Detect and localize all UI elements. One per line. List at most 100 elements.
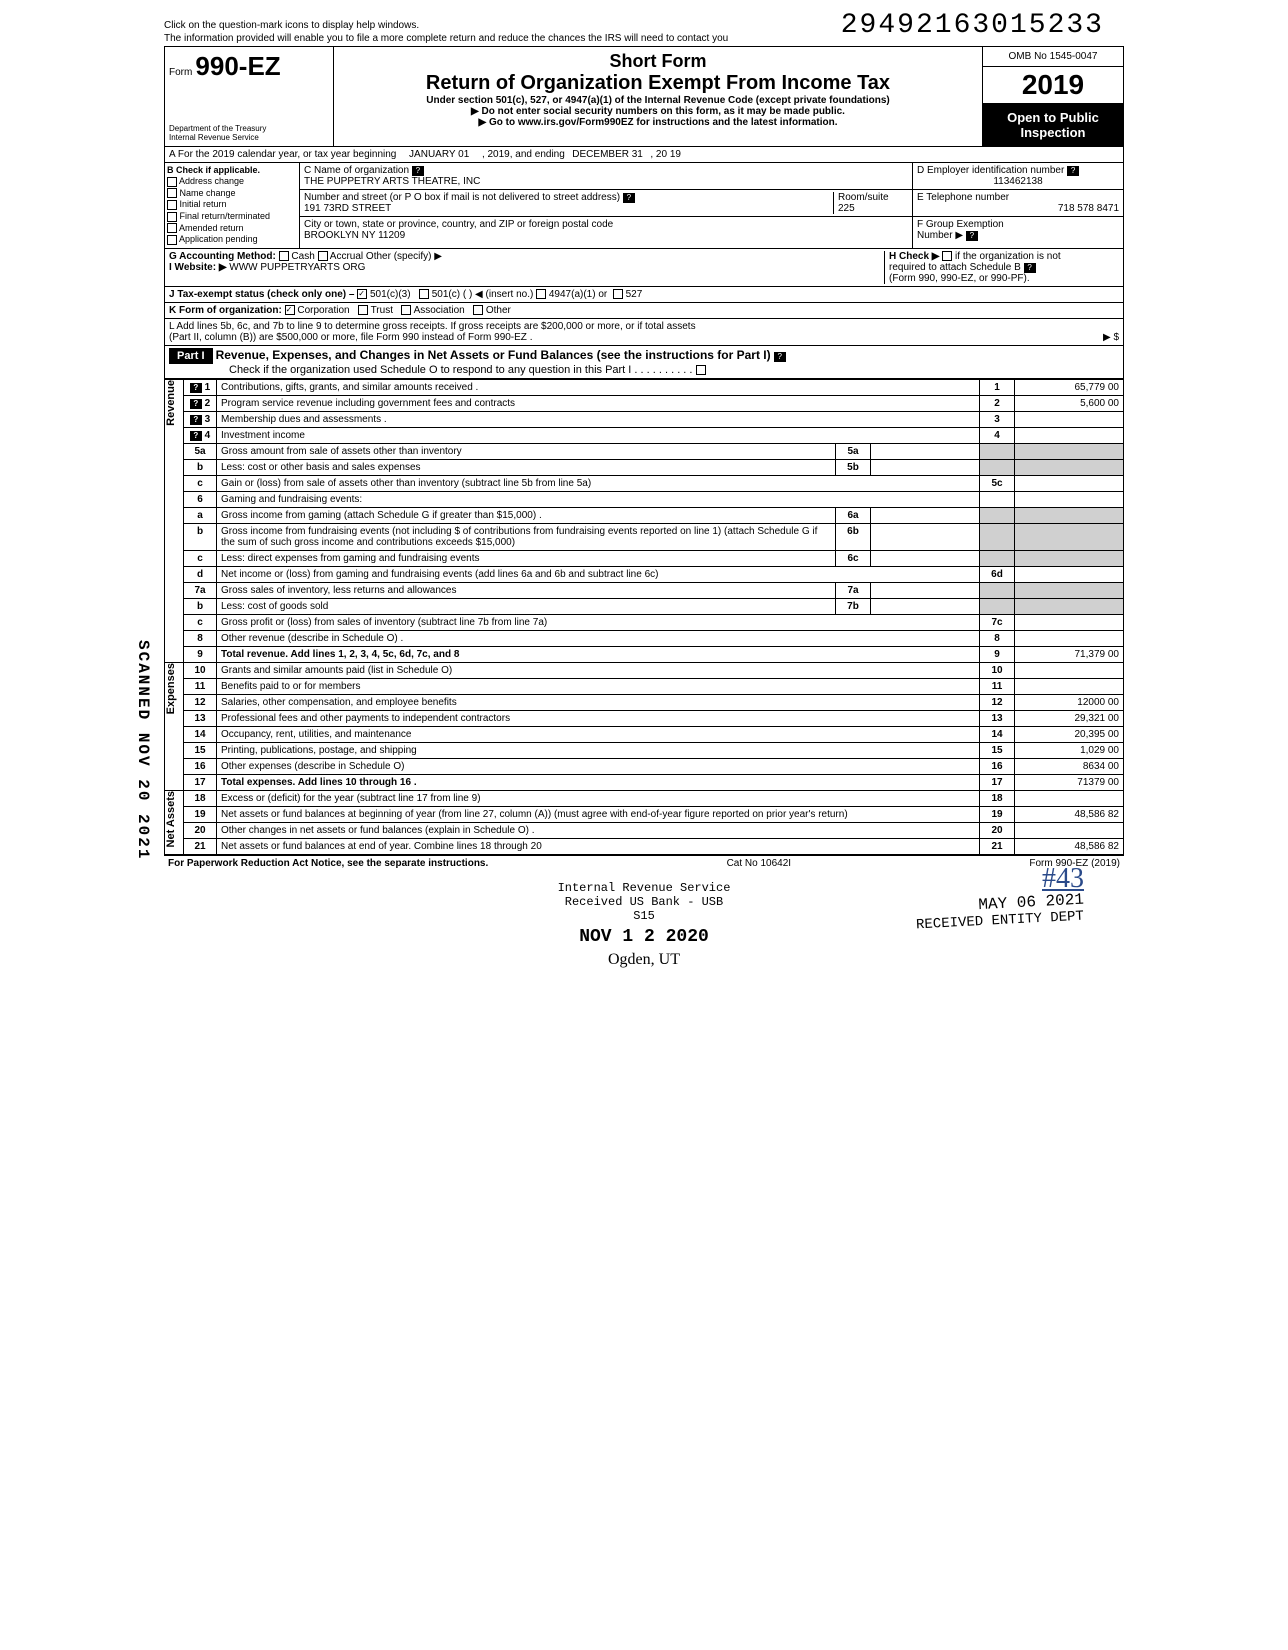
chk-accrual[interactable] (318, 251, 328, 261)
line-number: 8 (184, 630, 217, 646)
amount: 12000 00 (1015, 694, 1124, 710)
row-a-label: A For the 2019 calendar year, or tax yea… (169, 149, 396, 160)
line-description: Less: direct expenses from gaming and fu… (217, 550, 836, 566)
room-label: Room/suite (838, 192, 889, 203)
help-icon[interactable]: ? (190, 431, 202, 441)
chk-other-org[interactable] (473, 305, 483, 315)
help-icon[interactable]: ? (1067, 166, 1079, 176)
table-row: 14Occupancy, rent, utilities, and mainte… (165, 726, 1124, 742)
line-description: Gross income from fundraising events (no… (217, 523, 836, 550)
section-label: Revenue (165, 379, 184, 662)
table-row: 16Other expenses (describe in Schedule O… (165, 758, 1124, 774)
chk-amended-return[interactable] (167, 223, 177, 233)
street-value: 191 73RD STREET (304, 203, 391, 214)
lbl-insert-no: ) ◀ (insert no.) (469, 289, 533, 300)
form-id-box: Form 990-EZ Department of the Treasury I… (165, 47, 334, 146)
line-no-right: 13 (980, 710, 1015, 726)
table-row: cGain or (loss) from sale of assets othe… (165, 475, 1124, 491)
line-number: b (184, 523, 217, 550)
shaded-cell (980, 443, 1015, 459)
line-description: Salaries, other compensation, and employ… (217, 694, 980, 710)
lbl-4947a1: 4947(a)(1) or (549, 289, 607, 300)
table-row: Net Assets18Excess or (deficit) for the … (165, 790, 1124, 806)
line-j-label: J Tax-exempt status (check only one) – (169, 289, 354, 300)
line-number: 18 (184, 790, 217, 806)
amount: 71379 00 (1015, 774, 1124, 790)
shaded-cell (1015, 443, 1124, 459)
table-row: 13Professional fees and other payments t… (165, 710, 1124, 726)
chk-4947a1[interactable] (536, 289, 546, 299)
lbl-cash: Cash (291, 251, 314, 262)
help-icon[interactable]: ? (1024, 263, 1036, 273)
shaded-cell (980, 550, 1015, 566)
chk-trust[interactable] (358, 305, 368, 315)
stamp-date-nov: NOV 1 2 2020 (569, 923, 719, 951)
chk-501c[interactable] (419, 289, 429, 299)
line-number: 12 (184, 694, 217, 710)
row-a-calendar-year: A For the 2019 calendar year, or tax yea… (164, 147, 1124, 163)
help-icon[interactable]: ? (412, 166, 424, 176)
shaded-cell (1015, 459, 1124, 475)
line-no-right: 5c (980, 475, 1015, 491)
table-row: 7aGross sales of inventory, less returns… (165, 582, 1124, 598)
line-number: 15 (184, 742, 217, 758)
document-number: 29492163015233 (841, 10, 1104, 41)
line-number: a (184, 507, 217, 523)
table-row: 17Total expenses. Add lines 10 through 1… (165, 774, 1124, 790)
line-h-text2: required to attach Schedule B (889, 262, 1021, 273)
amount (1015, 662, 1124, 678)
chk-association[interactable] (401, 305, 411, 315)
chk-initial-return[interactable] (167, 200, 177, 210)
help-icon[interactable]: ? (190, 415, 202, 425)
chk-h[interactable] (942, 251, 952, 261)
line-number: 16 (184, 758, 217, 774)
line-number: 7a (184, 582, 217, 598)
sub-line-no: 6c (836, 550, 871, 566)
line-number: 10 (184, 662, 217, 678)
table-row: 19Net assets or fund balances at beginni… (165, 806, 1124, 822)
help-icon[interactable]: ? (623, 193, 635, 203)
help-icon[interactable]: ? (190, 399, 202, 409)
col-b-header: B Check if applicable. (167, 165, 297, 175)
line-number: ? 4 (184, 427, 217, 443)
chk-address-change[interactable] (167, 177, 177, 187)
lbl-application-pending: Application pending (179, 234, 258, 244)
line-description: Excess or (deficit) for the year (subtra… (217, 790, 980, 806)
line-description: Other changes in net assets or fund bala… (217, 822, 980, 838)
amount (1015, 566, 1124, 582)
cat-no: Cat No 10642I (727, 858, 792, 869)
chk-final-return[interactable] (167, 212, 177, 222)
help-icon[interactable]: ? (966, 231, 978, 241)
sub-amount (871, 459, 980, 475)
chk-cash[interactable] (279, 251, 289, 261)
ein-label: D Employer identification number (917, 165, 1064, 176)
form-number: 990-EZ (195, 51, 280, 81)
row-a-year: , 20 19 (650, 149, 681, 160)
line-no-right: 21 (980, 838, 1015, 854)
line-h-label: H Check ▶ (889, 251, 939, 262)
line-number: d (184, 566, 217, 582)
part-1-check-line: Check if the organization used Schedule … (169, 364, 692, 376)
amount (1015, 475, 1124, 491)
line-h-text1: if the organization is not (955, 251, 1061, 262)
part-1-title: Revenue, Expenses, and Changes in Net As… (216, 348, 771, 362)
chk-schedule-o[interactable] (696, 365, 706, 375)
chk-501c3[interactable] (357, 289, 367, 299)
line-no-right: 20 (980, 822, 1015, 838)
table-row: Expenses10Grants and similar amounts pai… (165, 662, 1124, 678)
chk-527[interactable] (613, 289, 623, 299)
line-no-right (980, 491, 1015, 507)
chk-application-pending[interactable] (167, 235, 177, 245)
amount: 48,586 82 (1015, 806, 1124, 822)
line-no-right: 7c (980, 614, 1015, 630)
dept-irs: Internal Revenue Service (169, 133, 266, 142)
sub-amount (871, 582, 980, 598)
help-icon[interactable]: ? (190, 383, 202, 393)
chk-corporation[interactable] (285, 305, 295, 315)
chk-name-change[interactable] (167, 188, 177, 198)
lbl-trust: Trust (371, 305, 393, 316)
table-row: 6Gaming and fundraising events: (165, 491, 1124, 507)
amount: 5,600 00 (1015, 395, 1124, 411)
amount (1015, 491, 1124, 507)
help-icon[interactable]: ? (774, 352, 786, 362)
